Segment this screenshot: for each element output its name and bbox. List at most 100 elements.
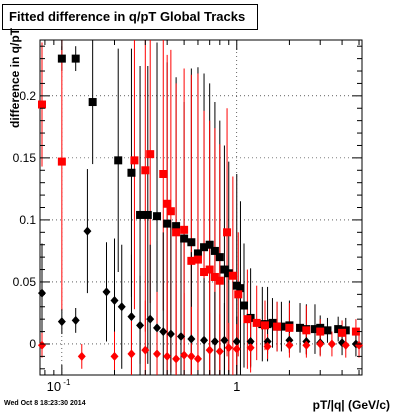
data-point-diamond bbox=[163, 351, 172, 361]
data-point-diamond bbox=[77, 351, 86, 361]
data-point-diamond bbox=[153, 349, 162, 359]
plot-frame bbox=[39, 39, 363, 376]
data-point-diamond bbox=[220, 335, 229, 345]
timestamp: Wed Oct 8 18:23:30 2014 bbox=[4, 400, 86, 407]
x-tick-label-exponent: -1 bbox=[63, 378, 71, 387]
data-point-square bbox=[285, 323, 294, 332]
data-point-diamond bbox=[327, 339, 336, 349]
data-point-diamond bbox=[263, 341, 272, 351]
data-point-diamond bbox=[83, 226, 92, 236]
data-point-square bbox=[180, 225, 189, 234]
data-point-diamond bbox=[215, 346, 224, 356]
data-point-square bbox=[310, 325, 319, 334]
data-point-diamond bbox=[341, 340, 350, 350]
data-point-square bbox=[180, 234, 189, 243]
data-point-square bbox=[316, 327, 325, 336]
data-point-square bbox=[302, 326, 311, 335]
data-point-diamond bbox=[110, 296, 119, 306]
data-point-square bbox=[210, 246, 219, 255]
data-point-diamond bbox=[232, 337, 241, 346]
data-point-square bbox=[236, 284, 245, 293]
y-tick-label: 0.1 bbox=[19, 213, 36, 227]
data-point-square bbox=[224, 269, 233, 278]
data-point-square bbox=[252, 318, 261, 327]
data-point-diamond bbox=[193, 354, 202, 364]
data-point-diamond bbox=[232, 344, 241, 354]
data-point-diamond bbox=[246, 337, 255, 346]
data-point-square bbox=[163, 199, 172, 208]
data-point-diamond bbox=[355, 340, 364, 350]
data-point-square bbox=[296, 323, 305, 332]
data-point-diamond bbox=[285, 340, 294, 350]
data-point-square bbox=[114, 156, 123, 165]
data-point-square bbox=[57, 157, 66, 166]
data-point-diamond bbox=[263, 337, 272, 346]
data-point-diamond bbox=[146, 314, 155, 324]
data-point-square bbox=[200, 243, 209, 252]
data-point-square bbox=[215, 253, 224, 262]
data-point-square bbox=[187, 256, 196, 265]
data-point-diamond bbox=[141, 345, 150, 355]
data-point-diamond bbox=[102, 287, 111, 297]
x-tick-label: 10 bbox=[47, 379, 61, 394]
y-tick-label: 0.15 bbox=[13, 151, 37, 165]
data-point-square bbox=[193, 255, 202, 264]
data-point-diamond bbox=[37, 340, 46, 350]
axis-ticks: 10 -1 100.050.10.150.2 bbox=[13, 40, 362, 394]
data-point-square bbox=[88, 98, 97, 107]
data-markers bbox=[37, 54, 364, 364]
y-tick-label: 0.2 bbox=[19, 89, 36, 103]
data-point-square bbox=[57, 54, 66, 63]
data-point-square bbox=[172, 222, 181, 231]
data-point-diamond bbox=[166, 329, 175, 339]
data-point-square bbox=[143, 210, 152, 219]
data-point-diamond bbox=[153, 323, 162, 333]
data-point-diamond bbox=[117, 302, 126, 312]
y-axis-label: difference in q/pT bbox=[8, 28, 22, 129]
data-point-diamond bbox=[127, 312, 136, 322]
x-axis-label: pT/|q| (GeV/c) bbox=[312, 398, 390, 412]
data-point-square bbox=[127, 168, 136, 177]
data-point-square bbox=[71, 54, 80, 63]
data-point-diamond bbox=[136, 320, 145, 330]
data-point-diamond bbox=[285, 335, 294, 345]
data-point-square bbox=[163, 219, 172, 228]
data-point-diamond bbox=[200, 335, 209, 345]
data-point-square bbox=[273, 322, 282, 331]
grid-lines bbox=[40, 40, 362, 375]
data-point-square bbox=[193, 249, 202, 258]
data-point-square bbox=[187, 238, 196, 247]
data-point-square bbox=[210, 272, 219, 281]
data-point-diamond bbox=[159, 327, 168, 337]
data-point-square bbox=[166, 207, 175, 216]
data-point-square bbox=[268, 318, 277, 327]
data-point-square bbox=[153, 212, 162, 221]
data-point-square bbox=[215, 276, 224, 285]
data-point-square bbox=[37, 100, 46, 109]
data-point-diamond bbox=[172, 354, 181, 364]
data-point-square bbox=[146, 150, 155, 159]
y-tick-label: 0.05 bbox=[13, 275, 37, 289]
data-point-diamond bbox=[302, 340, 311, 350]
data-point-diamond bbox=[37, 288, 46, 298]
data-point-square bbox=[136, 210, 145, 219]
data-point-square bbox=[243, 315, 252, 324]
chart-title: Fitted difference in q/pT Global Tracks bbox=[2, 4, 258, 30]
data-point-square bbox=[200, 268, 209, 277]
data-point-square bbox=[159, 170, 168, 178]
error-bars bbox=[41, 40, 360, 375]
data-point-square bbox=[205, 240, 214, 249]
data-point-diamond bbox=[224, 343, 233, 353]
data-point-diamond bbox=[246, 343, 255, 353]
data-point-diamond bbox=[187, 351, 196, 361]
x-tick-label: 1 bbox=[233, 379, 240, 394]
data-point-square bbox=[260, 321, 269, 330]
data-point-square bbox=[228, 271, 237, 280]
data-point-diamond bbox=[110, 351, 119, 361]
data-point-diamond bbox=[210, 337, 219, 346]
data-point-diamond bbox=[187, 334, 196, 344]
data-point-diamond bbox=[205, 345, 214, 355]
data-point-square bbox=[338, 328, 347, 337]
data-point-diamond bbox=[127, 349, 136, 359]
